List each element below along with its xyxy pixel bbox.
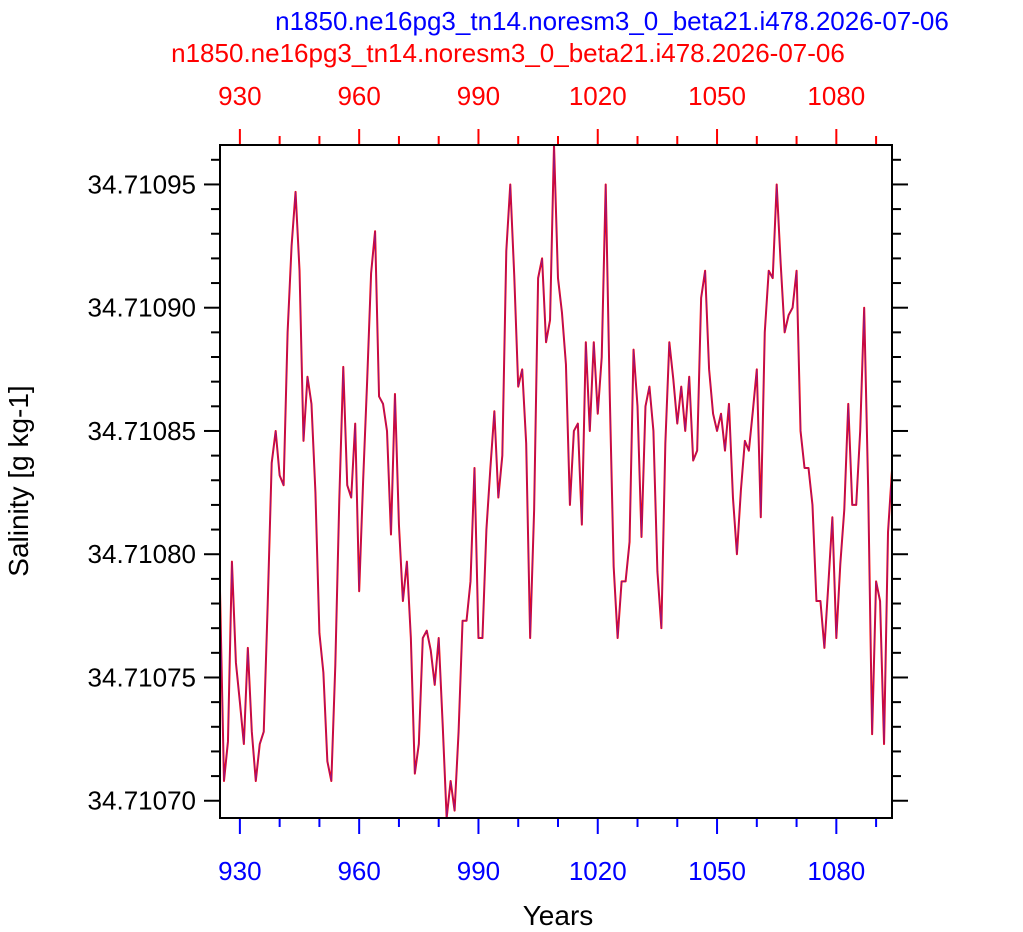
chart-title-blue: n1850.ne16pg3_tn14.noresm3_0_beta21.i478… bbox=[275, 6, 949, 36]
x-axis-label: Years bbox=[523, 900, 594, 931]
x-tick-label-top: 1080 bbox=[807, 81, 865, 111]
y-tick-label: 34.71075 bbox=[88, 662, 196, 692]
series-line-1 bbox=[219, 144, 893, 819]
series-line-0 bbox=[219, 144, 893, 819]
x-tick-label-top: 960 bbox=[337, 81, 380, 111]
y-tick-label: 34.71080 bbox=[88, 539, 196, 569]
x-tick-label-bottom: 960 bbox=[337, 856, 380, 886]
y-tick-label: 34.71095 bbox=[88, 169, 196, 199]
y-tick-label: 34.71085 bbox=[88, 416, 196, 446]
series-layer bbox=[219, 144, 893, 819]
x-tick-label-top: 930 bbox=[218, 81, 261, 111]
x-tick-label-bottom: 990 bbox=[457, 856, 500, 886]
y-tick-label: 34.71070 bbox=[88, 786, 196, 816]
x-tick-label-top: 990 bbox=[457, 81, 500, 111]
x-tick-label-bottom: 930 bbox=[218, 856, 261, 886]
x-tick-label-bottom: 1020 bbox=[569, 856, 627, 886]
y-tick-label: 34.71090 bbox=[88, 293, 196, 323]
chart-title-red: n1850.ne16pg3_tn14.noresm3_0_beta21.i478… bbox=[171, 38, 845, 68]
x-tick-label-bottom: 1080 bbox=[807, 856, 865, 886]
x-tick-label-bottom: 1050 bbox=[688, 856, 746, 886]
x-tick-label-top: 1020 bbox=[569, 81, 627, 111]
y-axis-label: Salinity [g kg-1] bbox=[3, 385, 34, 576]
x-tick-label-top: 1050 bbox=[688, 81, 746, 111]
ticks-layer: 930 930 960 960 990 990 1020 1020 1050 1050 1080 10… bbox=[88, 81, 908, 886]
plot-frame bbox=[219, 144, 893, 819]
